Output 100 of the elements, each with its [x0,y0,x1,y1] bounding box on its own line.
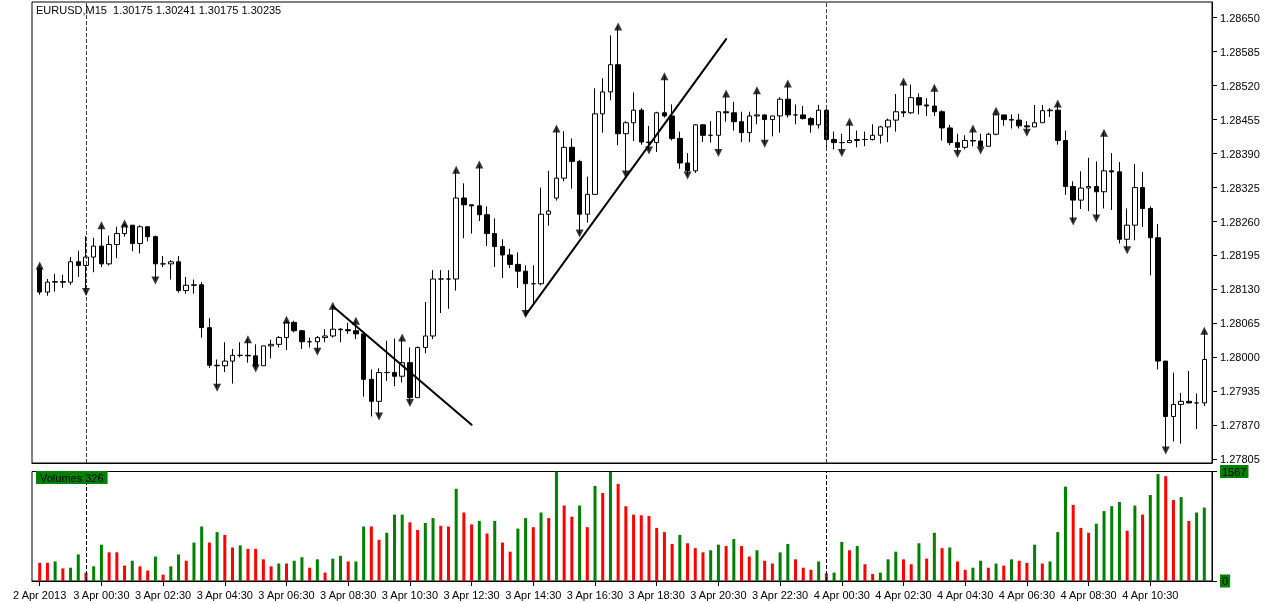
candlestick [222,341,228,373]
point [783,79,792,88]
bar [817,561,821,581]
candlestick [423,301,428,354]
candlestick [1148,205,1153,276]
candlestick [885,118,891,143]
y-tick-label: 1.28325 [1220,181,1260,194]
bar [986,567,990,581]
candlestick [430,269,436,340]
bar [755,550,759,581]
bar [1009,559,1013,581]
candlestick [639,107,644,146]
point [614,22,623,31]
bar [1148,495,1152,581]
candlestick [1086,157,1091,212]
candlestick [731,101,737,132]
bar [1087,532,1091,581]
point [351,316,360,325]
y-tick-label: 1.28260 [1220,215,1260,228]
bar [500,542,504,581]
candlestick [747,111,752,143]
point [1123,246,1132,255]
bar [107,552,111,581]
bar [76,554,80,581]
y-tick-label: 0 [1222,575,1229,587]
bar [331,558,335,581]
point [644,146,653,155]
candlestick [600,77,605,134]
bar [971,567,975,581]
bar [578,505,582,581]
candlestick [585,176,590,224]
point [752,86,761,95]
candlestick [800,105,806,121]
bar [801,567,805,581]
bar [948,547,952,581]
bar [369,526,373,581]
candlestick [531,264,536,304]
bar [161,574,165,581]
bar [1133,505,1137,581]
bar [709,550,713,581]
candlestick [893,93,899,133]
x-tick-label: 3 Apr 22:30 [751,588,809,601]
bar [1079,527,1083,581]
candlestick [1016,113,1022,129]
candlestick [700,123,706,143]
point [282,315,291,324]
bar [1017,560,1021,581]
candlestick [91,237,96,273]
candlestick [60,274,66,289]
bar [315,559,319,581]
candlestick [176,255,181,294]
candlestick [1109,152,1114,211]
bar [840,541,844,581]
candlestick [207,317,212,369]
bar [231,547,235,581]
bar [878,572,882,581]
bar [1002,565,1006,581]
candlestick [114,226,120,259]
candlestick [160,255,166,268]
candlestick [52,273,58,293]
point [243,335,252,344]
bar [1063,486,1067,581]
candlestick [1063,130,1068,196]
bar [601,492,605,581]
x-tick-label: 3 Apr 16:30 [566,588,624,601]
bar [392,514,396,581]
candlestick [130,224,135,252]
point [405,398,414,407]
bar [871,574,875,581]
candlestick [446,269,451,310]
x-tick-label: 3 Apr 20:30 [690,588,747,601]
candlestick [45,278,50,297]
candlestick [808,116,814,134]
point [213,383,222,392]
candlestick [345,322,351,335]
bar [917,543,921,581]
bar [1156,474,1160,581]
candlestick [854,130,860,148]
bar [223,534,227,581]
bar [716,544,720,581]
candlestick [1032,104,1037,128]
point [660,72,669,81]
point [120,219,129,228]
bar [955,561,959,581]
bar [909,564,913,581]
candlestick [1178,392,1184,445]
bar [130,560,134,581]
bar [778,552,782,581]
x-tick-label: 4 Apr 08:30 [1060,588,1117,601]
bar [925,558,929,581]
candlestick [924,97,929,117]
bar [423,523,427,581]
bar [1141,514,1145,581]
bar [246,548,250,581]
bar [69,567,73,581]
x-tick-label: 3 Apr 06:30 [258,588,315,601]
candlestick [369,368,374,417]
bar [547,518,551,581]
candlestick [1047,107,1053,118]
bar [1025,562,1029,581]
